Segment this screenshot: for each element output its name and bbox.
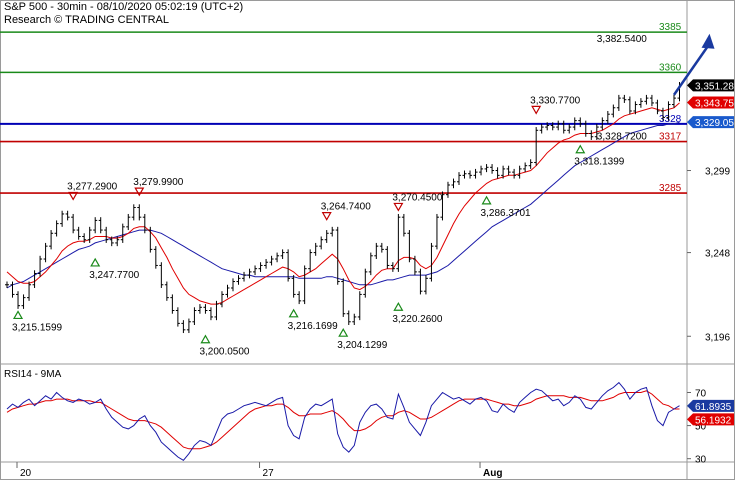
swing-label: 3,270.4500 <box>392 192 442 203</box>
ma-slow-badge: 3,329.05 <box>687 116 734 129</box>
rsi-badge-bg <box>687 399 734 412</box>
price-bars <box>5 82 682 334</box>
level-label-3317: 3317 <box>659 132 682 143</box>
ma-slow-badge-text: 3,329.05 <box>695 118 734 129</box>
time-tick-label: 20 <box>20 468 32 479</box>
target-annotation: 3,382.5400 <box>597 34 647 45</box>
rsi-ma-line <box>6 390 680 450</box>
rsi-ma-badge-text: 56.1932 <box>695 415 732 426</box>
swing-label: 3,279.9900 <box>133 177 183 188</box>
time-tick-label: Aug <box>483 468 502 479</box>
level-label-3285: 3285 <box>659 183 682 194</box>
level-label-3360: 3360 <box>659 62 682 73</box>
level-label-3385: 3385 <box>659 22 682 33</box>
rsi-title: RSI14 - 9MA <box>4 369 62 380</box>
swing-high-marker <box>134 187 145 197</box>
swing-high-marker <box>68 191 79 201</box>
forecast-arrow-head <box>701 33 715 49</box>
ma-fast-badge: 3,343.75 <box>687 96 734 110</box>
swing-label: 3,215.1599 <box>12 322 62 333</box>
price-tick-label: 3,299 <box>705 167 730 178</box>
ma-fast-badge-text: 3,343.75 <box>695 99 734 110</box>
swing-low-marker <box>200 334 211 344</box>
ma-fast-badge-bg <box>687 96 734 109</box>
rsi-line <box>6 381 680 461</box>
price-tick-label: 3,196 <box>705 332 730 343</box>
swing-label: 3,277.2900 <box>67 181 117 192</box>
level-label-3328: 3328 <box>659 114 682 125</box>
swing-label: 3,330.7700 <box>530 95 580 106</box>
chart-title: S&P 500 - 30min - 08/10/2020 05:02:19 (U… <box>4 1 244 13</box>
chart-subtitle: Research © TRADING CENTRAL <box>4 14 169 26</box>
last-price-badge-bg <box>687 79 734 92</box>
swing-low-marker <box>338 327 349 337</box>
swing-low-marker <box>393 302 404 311</box>
rsi-ma-badge-bg <box>687 413 734 426</box>
swing-low-marker <box>90 257 101 267</box>
swing-low-marker <box>575 144 586 154</box>
swing-high-marker <box>393 202 404 212</box>
target-annotation: 3,328.7200 <box>597 132 647 143</box>
time-tick-label: 27 <box>263 468 275 479</box>
last-price-badge-text: 3,351.28 <box>695 81 734 92</box>
swing-label: 3,247.7700 <box>89 270 139 281</box>
rsi-tick-label: 50 <box>695 422 707 433</box>
swing-label: 3,216.1699 <box>288 321 338 332</box>
swing-low-marker <box>288 308 299 318</box>
swing-label: 3,318.1399 <box>574 157 624 168</box>
ma-fast-line <box>6 102 680 305</box>
swing-high-marker <box>531 105 542 115</box>
forecast-arrow-shaft <box>672 43 711 96</box>
ma-slow-badge-bg <box>687 116 734 129</box>
rsi-badge: 61.8935 <box>687 399 734 413</box>
rsi-badge-text: 61.8935 <box>695 402 732 413</box>
rsi-ma-badge: 56.1932 <box>687 413 734 426</box>
rsi-tick-label: 70 <box>695 388 707 399</box>
swing-label: 3,264.7400 <box>321 202 371 213</box>
swing-label: 3,204.1299 <box>337 340 387 351</box>
price-tick-label: 3,248 <box>705 249 730 260</box>
rsi-tick-label: 30 <box>695 455 707 466</box>
swing-high-marker <box>321 212 332 221</box>
swing-low-marker <box>481 195 492 205</box>
last-price-badge: 3,351.28 <box>687 79 734 92</box>
swing-label: 3,286.3701 <box>481 208 531 219</box>
swing-label: 3,220.2600 <box>392 314 442 325</box>
swing-low-marker <box>12 310 24 320</box>
swing-label: 3,200.0500 <box>199 347 249 358</box>
